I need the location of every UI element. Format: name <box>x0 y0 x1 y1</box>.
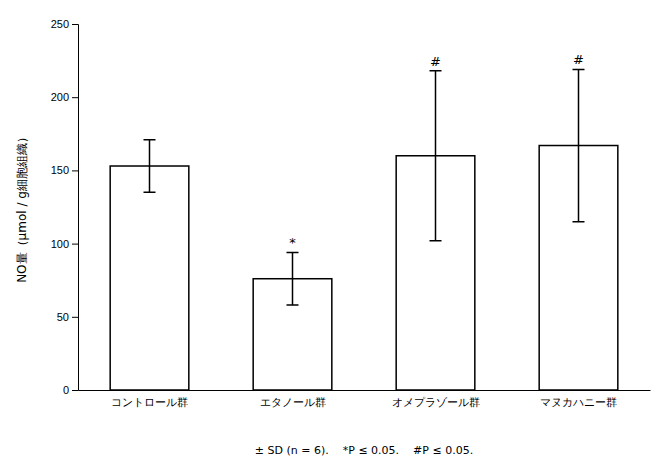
y-tick-mark <box>72 170 78 171</box>
x-tick: マヌカハニー群 <box>540 390 617 408</box>
x-tick: エタノール群 <box>260 390 326 408</box>
y-tick-label: 50 <box>57 311 69 323</box>
y-tick-mark <box>72 97 78 98</box>
y-tick-mark <box>72 24 78 25</box>
y-axis: 0 50 100 150 200 250 <box>51 18 79 396</box>
marks <box>110 69 618 390</box>
x-tick: コントロール群 <box>111 390 188 408</box>
y-tick-mark <box>72 317 78 318</box>
y-tick: 50 <box>57 311 78 323</box>
x-tick-label: コントロール群 <box>111 396 188 408</box>
significance-marker: # <box>430 54 441 69</box>
x-axis: コントロール群 エタノール群 オメプラゾール群 マヌカハニー群 <box>79 390 651 408</box>
y-tick-label: 0 <box>63 384 69 396</box>
y-axis-title: NO量（μmol / g細胞組織） <box>15 131 29 283</box>
significance: * # # <box>289 52 584 250</box>
chart: 0 50 100 150 200 250 コントロール群 エタノール群 オメプラゾール群 マヌカハ… <box>0 0 670 468</box>
y-tick-mark <box>72 244 78 245</box>
x-axis-line <box>79 390 651 391</box>
y-tick: 200 <box>51 91 78 103</box>
y-tick-label: 100 <box>51 238 69 250</box>
y-tick-label: 150 <box>51 164 69 176</box>
y-tick-label: 250 <box>51 18 69 30</box>
x-tick: オメプラゾール群 <box>392 390 480 408</box>
y-tick-label: 200 <box>51 91 69 103</box>
x-tick-label: マヌカハニー群 <box>540 396 617 408</box>
y-axis-line <box>72 25 79 391</box>
x-tick-label: オメプラゾール群 <box>392 396 480 408</box>
bar <box>110 166 189 390</box>
error-bar <box>573 69 585 221</box>
y-tick-mark <box>72 390 78 391</box>
caption: ± SD (n = 6). *P ≤ 0.05. #P ≤ 0.05. <box>255 444 473 457</box>
significance-marker: # <box>573 52 584 67</box>
y-tick: 100 <box>51 238 78 250</box>
significance-marker: * <box>289 235 296 250</box>
error-bar <box>430 71 442 241</box>
y-tick: 250 <box>51 18 78 30</box>
y-tick: 0 <box>63 384 78 396</box>
x-tick-label: エタノール群 <box>260 396 326 408</box>
error-bar <box>287 252 299 305</box>
plot: 0 50 100 150 200 250 コントロール群 エタノール群 オメプラゾール群 マヌカハ… <box>51 18 651 408</box>
error-bar <box>144 140 156 193</box>
y-tick: 150 <box>51 164 78 176</box>
